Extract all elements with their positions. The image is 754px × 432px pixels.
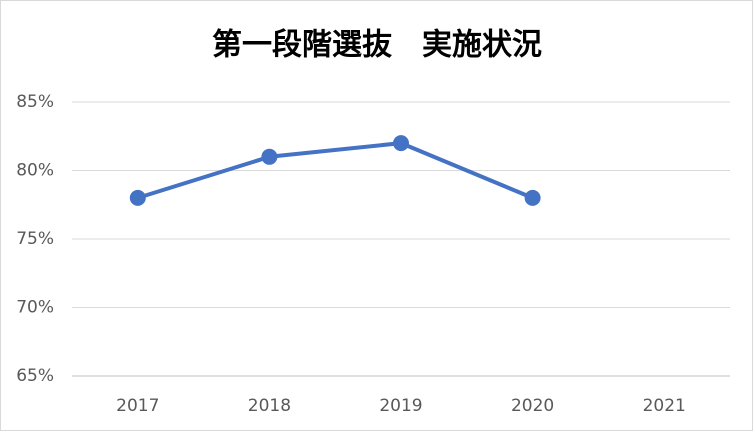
y-tick-label: 75%: [16, 229, 54, 249]
x-tick-label: 2020: [511, 396, 554, 416]
y-tick-label: 85%: [16, 92, 54, 112]
chart-title: 第一段階選抜 実施状況: [212, 28, 542, 63]
x-tick-label: 2019: [379, 396, 422, 416]
y-tick-label: 65%: [16, 366, 54, 386]
series-line: [137, 141, 534, 200]
y-tick-label: 70%: [16, 298, 54, 318]
x-tick-label: 2017: [116, 396, 159, 416]
data-point: [129, 189, 146, 206]
data-point: [393, 135, 409, 152]
x-tick-label: 2021: [643, 396, 686, 416]
y-tick-label: 80%: [16, 161, 54, 181]
data-point: [524, 189, 541, 206]
data-point: [261, 148, 278, 165]
x-tick-label: 2018: [248, 396, 291, 416]
